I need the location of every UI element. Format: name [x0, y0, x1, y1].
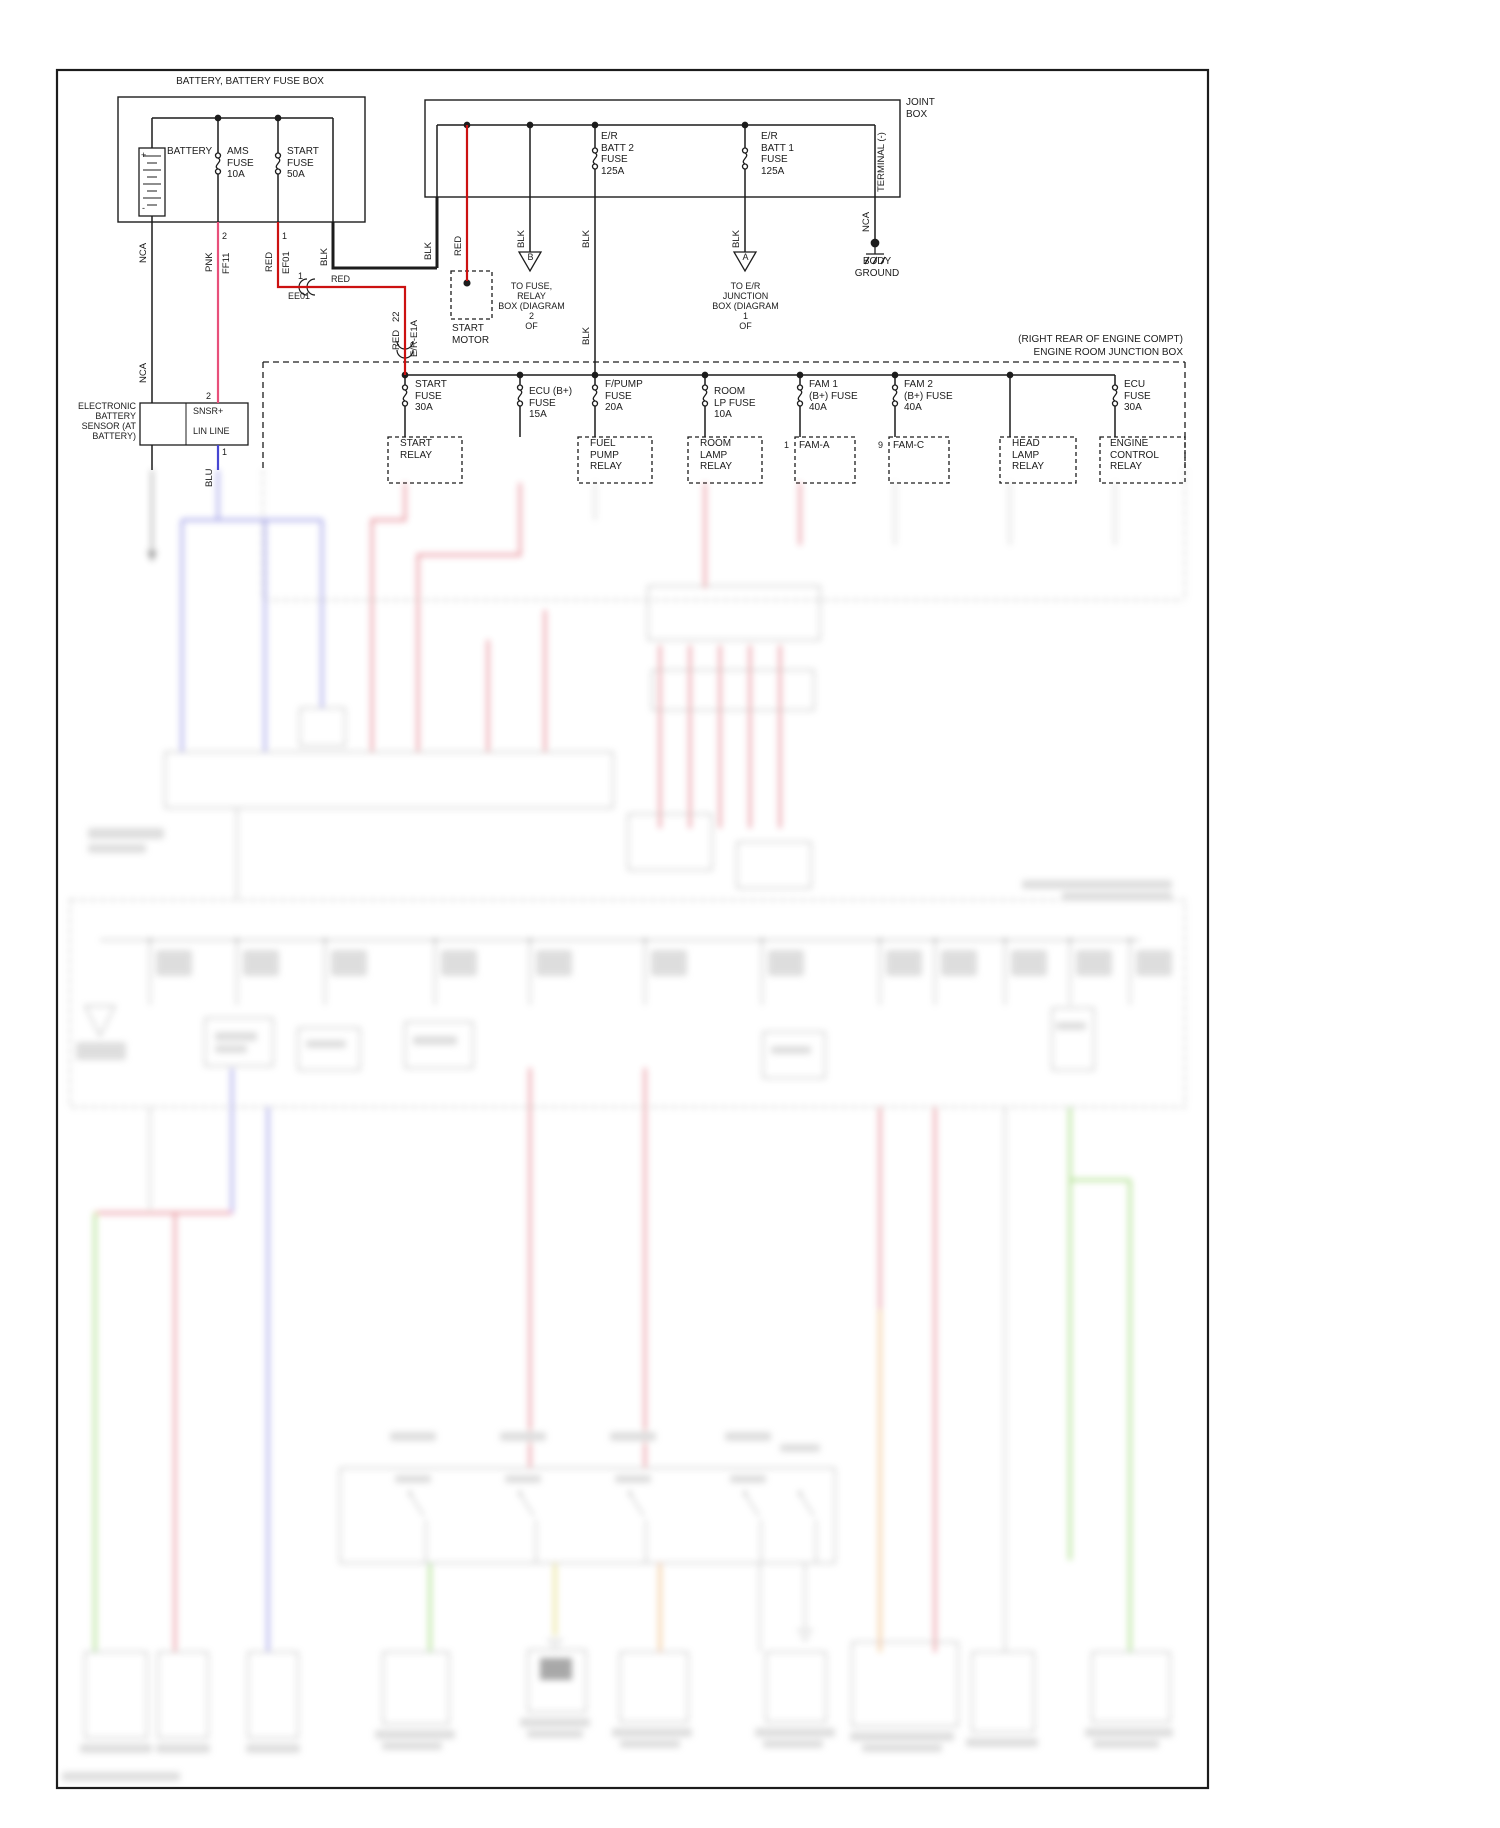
wire-label-nca-1: NCA: [138, 242, 149, 263]
wire-label-blu: BLU: [204, 468, 215, 487]
body-ground-label: BODY GROUND: [854, 256, 900, 279]
wire-label-nca-2: NCA: [138, 362, 149, 383]
relay-label-fam-c: FAM-C: [893, 440, 925, 451]
terminal-minus-label: TERMINAL (-): [876, 132, 887, 192]
connector-label-er-e1a: E/R-E1A: [409, 320, 420, 357]
er-batt1-fuse-label: E/R BATT 1 FUSE 125A: [761, 131, 794, 177]
connector-label-ff11: FF11: [221, 252, 232, 274]
wire-label-blk-battery: BLK: [319, 248, 330, 266]
wire-label-red-e1a: RED: [391, 329, 402, 350]
fuse-label-fpump-20a: F/PUMP FUSE 20A: [605, 379, 643, 413]
battery-box-title: BATTERY, BATTERY FUSE BOX: [176, 76, 324, 87]
blurred-lower-section: [62, 470, 1186, 1781]
relay-label-engine-control: ENGINE CONTROL RELAY: [1110, 438, 1159, 472]
junction-box-location-label: (RIGHT REAR OF ENGINE COMPT): [1018, 334, 1183, 345]
ams-fuse-label: AMS FUSE 10A: [227, 146, 254, 180]
fuse-label-start-30a: START FUSE 30A: [415, 379, 447, 413]
wire-label-blk-b: BLK: [516, 230, 527, 248]
battery-sensor-label: ELECTRONIC BATTERY SENSOR (AT BATTERY): [77, 401, 136, 441]
wire-label-pnk: PNK: [204, 252, 215, 272]
relay-label-fuel-pump: FUEL PUMP RELAY: [590, 438, 623, 472]
wire-label-red-ef01: RED: [264, 251, 275, 272]
wire-label-blk-fpump-upper: BLK: [581, 230, 592, 248]
ee01-pin-number: 1: [298, 271, 304, 281]
fuse-label-ecu-b-15a: ECU (B+) FUSE 15A: [529, 386, 573, 420]
offpage-triangle-a-text: TO E/R JUNCTION BOX (DIAGRAM 1 OF: [712, 281, 779, 331]
fuse-label-ecu-30a: ECU FUSE 30A: [1124, 379, 1151, 413]
sharp-wiring: [55, 68, 1210, 1790]
joint-box-label: JOINT BOX: [906, 97, 935, 120]
fam-a-pin-number: 1: [784, 440, 790, 450]
offpage-triangle-b-text: TO FUSE, RELAY BOX (DIAGRAM 2 OF: [498, 281, 565, 331]
connector-label-ef01: EF01: [281, 251, 292, 274]
fuse-label-fam2-40a: FAM 2 (B+) FUSE 40A: [904, 379, 953, 413]
sensor-snsr-label: SNSR+: [193, 406, 224, 416]
wire-label-blk-joint: BLK: [423, 242, 434, 260]
battery-minus-sign: -: [142, 203, 145, 213]
wire-label-red-start: RED: [453, 235, 464, 256]
fam-c-pin-number: 9: [878, 440, 884, 450]
sensor-pin-bottom: 1: [222, 447, 228, 457]
start-motor-label: START MOTOR: [452, 323, 490, 346]
relay-label-fam-a: FAM-A: [799, 440, 830, 451]
relay-label-room-lamp: ROOM LAMP RELAY: [700, 438, 733, 472]
fuse-label-room-lp-10a: ROOM LP FUSE 10A: [714, 386, 756, 420]
relay-label-head-lamp: HEAD LAMP RELAY: [1012, 438, 1045, 472]
relay-label-start: START RELAY: [400, 438, 433, 461]
wire-label-blk-a: BLK: [731, 230, 742, 248]
ee01-connector-label: EE01: [288, 291, 311, 301]
fuse-label-fam1-40a: FAM 1 (B+) FUSE 40A: [809, 379, 858, 413]
red-wire-label-horizontal: RED: [331, 274, 351, 284]
offpage-triangle-b-letter: B: [527, 252, 534, 262]
start-fuse-50a-label: START FUSE 50A: [287, 146, 319, 180]
wire-label-nca-right: NCA: [861, 211, 872, 232]
er-batt2-fuse-label: E/R BATT 2 FUSE 125A: [601, 131, 634, 177]
e1a-pin-number: 22: [391, 311, 402, 322]
battery-plus-sign: +: [141, 150, 147, 160]
battery-label: BATTERY: [167, 146, 213, 157]
ef01-pin-number: 1: [282, 231, 288, 241]
wire-label-blk-fpump-lower: BLK: [581, 327, 592, 345]
sensor-pin-top: 2: [206, 391, 212, 401]
junction-box-name-label: ENGINE ROOM JUNCTION BOX: [1033, 347, 1183, 358]
ff11-pin-number: 2: [222, 231, 228, 241]
offpage-triangle-a-letter: A: [742, 252, 749, 262]
red-wire: [276, 125, 469, 375]
sensor-lin-label: LIN LINE: [193, 426, 230, 436]
